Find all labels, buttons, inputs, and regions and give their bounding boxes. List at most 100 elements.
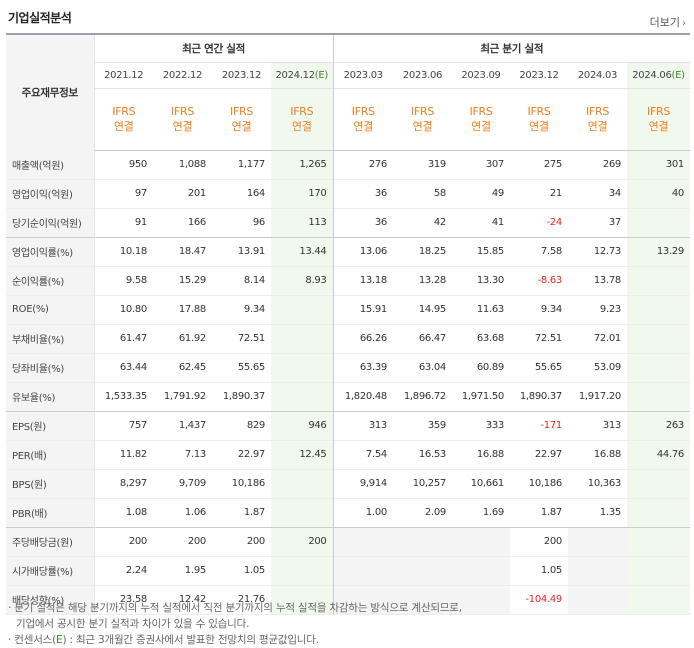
row-label[interactable]: 유보율(%) (6, 382, 95, 411)
table-cell (452, 585, 510, 614)
table-cell: 1.08 (125, 507, 147, 518)
row-label[interactable]: 영업이익(억원) (6, 179, 95, 208)
row-label[interactable]: 순이익률(%) (6, 266, 95, 295)
table-cell: 319 (427, 159, 446, 170)
table-cell: 1.00 (332, 498, 393, 527)
table-cell: 313 (332, 411, 393, 440)
row-label[interactable]: 영업이익률(%) (6, 237, 95, 266)
period-header: 2023.12 (212, 61, 271, 88)
row-header-label: 주요재무정보 (6, 33, 95, 150)
table-cell: 60.89 (476, 362, 504, 373)
table-cell: 1,791.92 (163, 391, 206, 402)
table-cell: 200 (271, 527, 333, 556)
row-label[interactable]: ROE(%) (6, 295, 95, 324)
table-cell: 263 (627, 411, 690, 440)
table-cell: 10.18 (119, 246, 147, 257)
row-label[interactable]: 시가배당률(%) (6, 556, 95, 585)
table-cell: 13.30 (476, 275, 504, 286)
table-cell: -171 (540, 420, 563, 431)
basis-header: IFRS 연결 (153, 87, 212, 151)
table-cell: 9.34 (540, 304, 562, 315)
table-cell: 1.06 (184, 507, 206, 518)
row-label[interactable]: PER(배) (6, 440, 95, 469)
table-cell: -8.63 (537, 275, 563, 286)
table-cell: -104.49 (525, 594, 563, 605)
table-cell (271, 469, 333, 498)
table-cell: 1,265 (271, 150, 333, 179)
table-row: PBR(배) 1.08 1.06 1.87 1.00 2.09 1.69 1.87 1.35 (6, 498, 690, 527)
table-cell: 36 (332, 179, 393, 208)
table-cell: 13.18 (332, 266, 393, 295)
table-cell: 1,088 (178, 159, 206, 170)
row-label[interactable]: 부채비율(%) (6, 324, 95, 353)
period-header: 2024.06(E) (627, 61, 690, 88)
table-row: 순이익률(%) 9.58 15.29 8.14 8.93 13.18 13.28 13.30 -… (6, 266, 690, 295)
table-cell: 7.58 (540, 246, 562, 257)
row-label[interactable]: 주당배당금(원) (6, 527, 95, 556)
period-header: 2022.12 (153, 61, 212, 88)
table-cell: 17.88 (178, 304, 206, 315)
table-cell: 757 (128, 420, 147, 431)
table-cell: 18.25 (418, 246, 446, 257)
table-cell: 11.63 (476, 304, 504, 315)
period-header: 2024.12(E) (271, 61, 333, 88)
table-cell: 113 (271, 208, 333, 237)
table-cell: 12.42 (178, 594, 206, 605)
table-cell: 23.58 (119, 594, 147, 605)
table-cell (271, 556, 333, 585)
row-label[interactable]: 배당성향(%) (6, 585, 95, 614)
table-cell: 9.34 (243, 304, 265, 315)
financial-table: 주요재무정보 최근 연간 실적 최근 분기 실적 2021.12 2022.12 2… (6, 33, 690, 615)
table-cell: 1,890.37 (519, 391, 562, 402)
table-cell: 22.97 (237, 449, 265, 460)
table-cell: 7.13 (184, 449, 206, 460)
table-cell (271, 498, 333, 527)
table-cell (332, 556, 393, 585)
more-link[interactable]: 더보기 › (650, 14, 686, 30)
table-cell: 63.04 (418, 362, 446, 373)
table-row: 주당배당금(원) 200 200 200 200 200 (6, 527, 690, 556)
table-cell: 8.93 (271, 266, 333, 295)
table-cell: 61.47 (119, 333, 147, 344)
row-label[interactable]: BPS(원) (6, 469, 95, 498)
table-cell: 8.14 (243, 275, 265, 286)
table-cell: 40 (627, 179, 690, 208)
quarter-group-header: 최근 분기 실적 (332, 33, 690, 62)
table-cell: 13.28 (418, 275, 446, 286)
table-cell: 276 (332, 150, 393, 179)
row-label[interactable]: PBR(배) (6, 498, 95, 527)
table-cell (568, 585, 627, 614)
table-cell: 7.54 (332, 440, 393, 469)
table-cell: 13.44 (271, 237, 333, 266)
table-cell: 201 (187, 188, 206, 199)
table-cell: 16.88 (476, 449, 504, 460)
table-row: 부채비율(%) 61.47 61.92 72.51 66.26 66.47 63.68 72.… (6, 324, 690, 353)
table-cell: 10,257 (412, 478, 447, 489)
row-label[interactable]: EPS(원) (6, 411, 95, 440)
table-cell: 21.76 (237, 594, 265, 605)
table-cell: 72.51 (534, 333, 562, 344)
table-cell: 1.69 (482, 507, 504, 518)
row-label[interactable]: 당기순이익(억원) (6, 208, 95, 237)
table-cell: 170 (271, 179, 333, 208)
row-label[interactable]: 매출액(억원) (6, 150, 95, 179)
table-cell: 13.06 (332, 237, 393, 266)
table-cell (627, 353, 690, 382)
basis-header: IFRS 연결 (94, 87, 153, 151)
table-cell: 41 (491, 217, 504, 228)
page-title: 기업실적분석 (8, 11, 72, 25)
table-cell (452, 527, 510, 556)
period-header: 2024.03 (568, 61, 627, 88)
table-cell (627, 585, 690, 614)
table-cell: 15.91 (332, 295, 393, 324)
table-row: 영업이익(억원) 97 201 164 170 36 58 49 21 34 40 (6, 179, 690, 208)
table-cell: 200 (128, 536, 147, 547)
table-cell (627, 295, 690, 324)
table-cell: 66.26 (332, 324, 393, 353)
table-cell: 61.92 (178, 333, 206, 344)
table-cell: 15.29 (178, 275, 206, 286)
period-header: 2023.09 (452, 61, 510, 88)
table-row: PER(배) 11.82 7.13 22.97 12.45 7.54 16.53 16.88 2… (6, 440, 690, 469)
row-label[interactable]: 당좌비율(%) (6, 353, 95, 382)
table-cell: 49 (491, 188, 504, 199)
